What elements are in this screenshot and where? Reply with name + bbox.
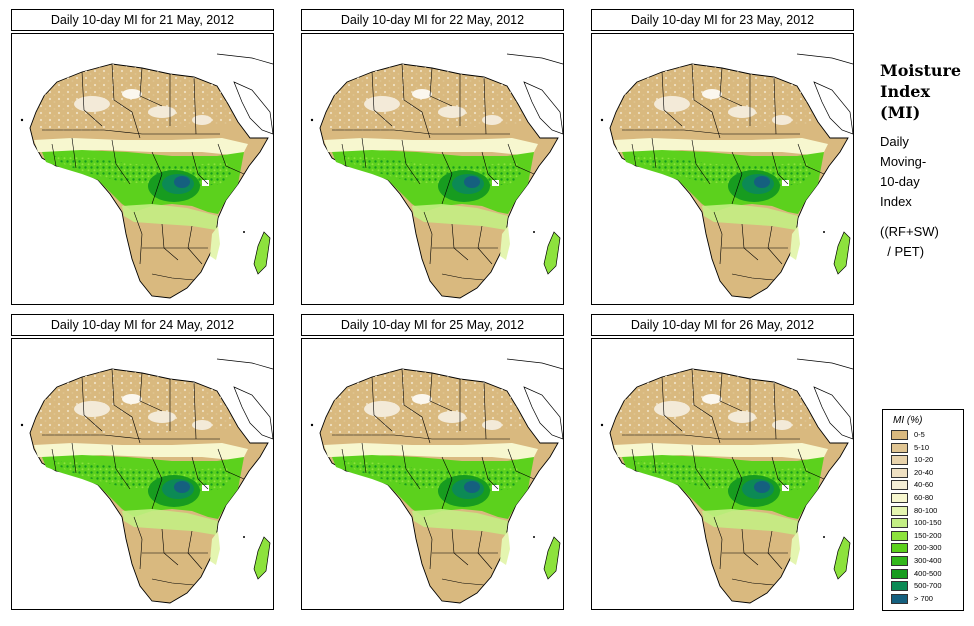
formula-line: ((RF+SW) [880, 224, 939, 239]
legend-swatch [891, 480, 908, 491]
panel-title: Daily 10-day MI for 22 May, 2012 [301, 9, 564, 31]
map-panel-5: Daily 10-day MI for 25 May, 2012 [301, 314, 564, 610]
side-description: Daily Moving- 10-day Index [880, 132, 970, 212]
legend-swatch [891, 455, 908, 466]
legend-item: 5-10 [891, 442, 961, 454]
panel-title: Daily 10-day MI for 21 May, 2012 [11, 9, 274, 31]
legend-item: 100-150 [891, 518, 961, 529]
formula-line: / PET) [880, 244, 925, 259]
legend-item: 10-20 [891, 455, 961, 466]
africa-map [11, 33, 274, 305]
africa-map [301, 33, 564, 305]
map-panel-1: Daily 10-day MI for 21 May, 2012 [11, 9, 274, 305]
legend-label: 40-60 [914, 480, 934, 490]
legend-swatch [891, 581, 908, 592]
legend: MI (%) 0-5 5-10 10-20 20-40 40-60 60-80 80-100… [882, 409, 964, 611]
africa-map [11, 338, 274, 610]
legend-item: 400-500 [891, 568, 961, 580]
legend-swatch [891, 518, 908, 529]
legend-swatch [891, 430, 908, 440]
africa-map [591, 33, 854, 305]
legend-item: 60-80 [891, 493, 961, 504]
legend-label: 5-10 [914, 442, 930, 452]
side-desc-line: Moving- [880, 154, 927, 169]
legend-label: 500-700 [914, 581, 942, 591]
panel-title: Daily 10-day MI for 23 May, 2012 [591, 9, 854, 31]
map-panel-2: Daily 10-day MI for 22 May, 2012 [301, 9, 564, 305]
legend-item: 200-300 [891, 543, 961, 554]
legend-swatch [891, 505, 908, 516]
map-panel-6: Daily 10-day MI for 26 May, 2012 [591, 314, 854, 610]
legend-item: 500-700 [891, 581, 961, 592]
legend-swatch [891, 593, 908, 604]
legend-item: 300-400 [891, 556, 961, 567]
legend-swatch [891, 556, 908, 566]
legend-item: > 700 [891, 593, 961, 605]
side-title-line: Index [880, 82, 931, 101]
legend-label: 20-40 [914, 467, 934, 477]
africa-map [301, 338, 564, 610]
side-title-line: Moisture [880, 61, 962, 80]
side-desc-line: Index [880, 194, 912, 209]
map-panel-4: Daily 10-day MI for 24 May, 2012 [11, 314, 274, 610]
legend-label: 60-80 [914, 493, 934, 502]
legend-swatch [891, 467, 908, 478]
legend-item: 150-200 [891, 530, 961, 542]
legend-swatch [891, 493, 908, 503]
side-title: Moisture Index (MI) [880, 60, 970, 123]
legend-label: 80-100 [914, 505, 938, 515]
map-panel-3: Daily 10-day MI for 23 May, 2012 [591, 9, 854, 305]
legend-label: 150-200 [914, 530, 942, 540]
legend-item: 20-40 [891, 467, 961, 479]
legend-item: 80-100 [891, 505, 961, 517]
side-desc-line: Daily [880, 134, 909, 149]
legend-swatch [891, 543, 908, 554]
legend-label: 200-300 [914, 543, 942, 553]
side-desc-line: 10-day [880, 174, 920, 189]
legend-label: 0-5 [914, 430, 925, 439]
legend-swatch [891, 568, 908, 579]
legend-label: 100-150 [914, 518, 942, 528]
legend-label: 10-20 [914, 455, 934, 465]
legend-title: MI (%) [893, 415, 923, 426]
panel-title: Daily 10-day MI for 24 May, 2012 [11, 314, 274, 336]
legend-item: 40-60 [891, 480, 961, 491]
legend-item: 0-5 [891, 430, 961, 441]
legend-label: 300-400 [914, 556, 942, 565]
legend-label: > 700 [914, 593, 933, 603]
panel-title: Daily 10-day MI for 25 May, 2012 [301, 314, 564, 336]
side-title-line: (MI) [880, 103, 921, 122]
legend-swatch [891, 530, 908, 541]
legend-label: 400-500 [914, 568, 942, 578]
panel-title: Daily 10-day MI for 26 May, 2012 [591, 314, 854, 336]
legend-swatch [891, 442, 908, 453]
africa-map [591, 338, 854, 610]
side-formula: ((RF+SW) / PET) [880, 222, 970, 262]
